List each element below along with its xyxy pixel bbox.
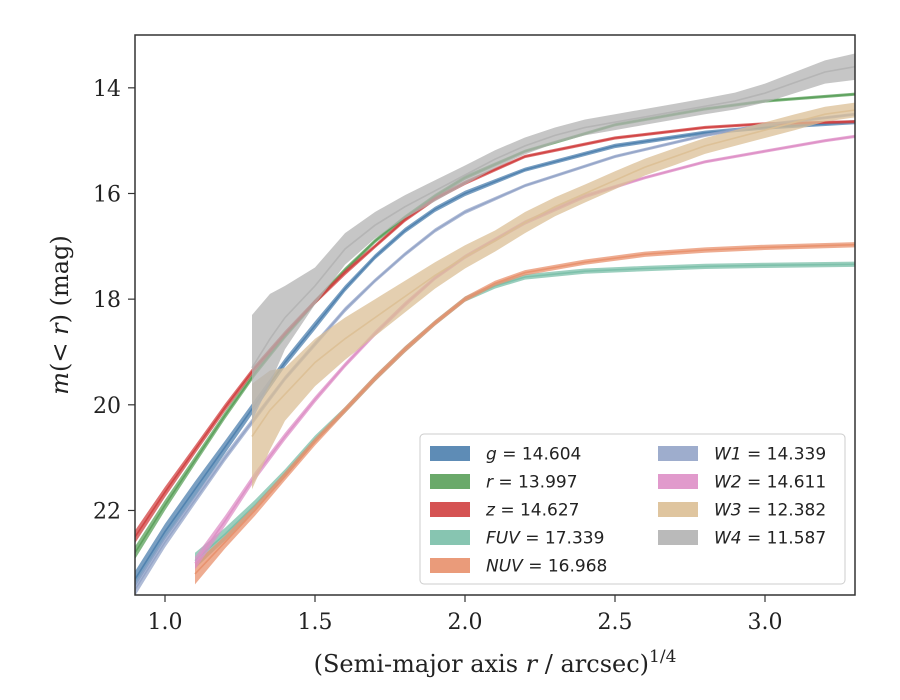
- legend: g = 14.604 r = 13.997 z = 14.627 FUV = 17.3…: [419, 433, 846, 585]
- y-tick-label: 18: [93, 288, 121, 313]
- y-tick-label: 22: [93, 499, 121, 524]
- legend-label-w4: W4 = 11.587: [714, 529, 826, 549]
- y-tick-label: 16: [93, 182, 121, 207]
- x-tick-label: 2.0: [448, 610, 483, 635]
- x-axis: 1.0 1.5 2.0 2.5 3.0: [148, 595, 783, 635]
- legend-swatch-w2: [658, 474, 698, 489]
- legend-label-nuv: NUV = 16.968: [486, 557, 607, 577]
- legend-label-fuv: FUV = 17.339: [486, 529, 604, 549]
- legend-label-w2: W2 = 14.611: [714, 473, 826, 493]
- legend-swatch-w3: [658, 502, 698, 517]
- y-axis: 14 16 18 20 22: [93, 77, 135, 524]
- legend-swatch-g: [430, 446, 470, 461]
- x-tick-label: 3.0: [748, 610, 783, 635]
- legend-swatch-fuv: [430, 530, 470, 545]
- legend-label-r: r = 13.997: [486, 473, 578, 493]
- band-w4-line: [251, 65, 855, 369]
- band-g-line: [135, 121, 855, 580]
- legend-label-g: g = 14.604: [486, 445, 581, 465]
- x-tick-label: 2.5: [598, 610, 633, 635]
- y-tick-label: 14: [93, 77, 121, 102]
- band-nuv-line: [194, 243, 855, 575]
- plot-frame: [134, 34, 856, 596]
- legend-label-w1: W1 = 14.339: [714, 445, 826, 465]
- legend-swatch-nuv: [430, 558, 470, 573]
- y-axis-label: m(< r) (mag): [46, 235, 74, 395]
- legend-swatch-z: [430, 502, 470, 517]
- plot-area: [135, 53, 855, 595]
- x-tick-label: 1.5: [298, 610, 333, 635]
- band-w4-series: [252, 53, 855, 421]
- x-tick-label: 1.0: [148, 610, 183, 635]
- y-tick-label: 20: [93, 394, 121, 419]
- legend-box: [419, 433, 846, 585]
- legend-label-z: z = 14.627: [485, 501, 579, 521]
- legend-swatch-w1: [658, 446, 698, 461]
- legend-swatch-w4: [658, 530, 698, 545]
- band-z-line: [135, 120, 855, 538]
- band-w1-line: [135, 113, 855, 591]
- x-axis-label: (Semi-major axis r / arcsec)1/4: [314, 647, 677, 678]
- legend-swatch-r: [430, 474, 470, 489]
- legend-label-w3: W3 = 12.382: [714, 501, 826, 521]
- band-w3-line: [251, 109, 855, 437]
